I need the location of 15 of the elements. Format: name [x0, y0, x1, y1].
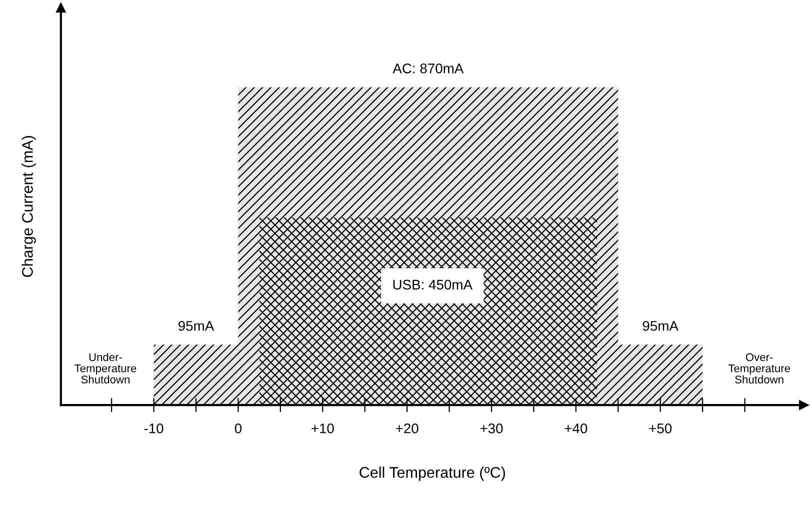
- x-tick-label: +40: [564, 423, 588, 434]
- x-tick-label: -10: [144, 423, 164, 434]
- x-tick-label: +20: [396, 423, 418, 434]
- annotation: AC: 870mA: [392, 64, 464, 74]
- x-tick-label: +50: [649, 423, 672, 434]
- annotation: 95mA: [642, 320, 678, 331]
- x-tick-label: 0: [234, 423, 242, 434]
- x-tick-label: +30: [480, 423, 503, 434]
- y-axis-title: Charge Current (mA): [22, 136, 36, 277]
- x-axis-title: Cell Temperature (ºC): [360, 466, 505, 481]
- annotation: Under- Temperature Shutdown: [74, 352, 136, 384]
- annotation: USB: 450mA: [393, 280, 473, 290]
- x-tick-label: +10: [312, 423, 334, 434]
- annotation: Over- Temperature Shutdown: [728, 353, 790, 384]
- annotation: 95mA: [178, 320, 214, 331]
